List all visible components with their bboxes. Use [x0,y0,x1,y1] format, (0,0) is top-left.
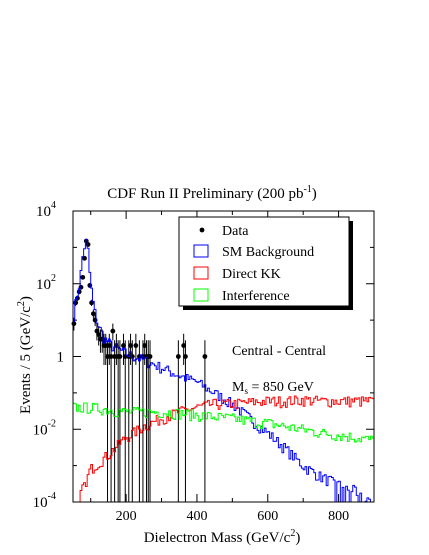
data-point [128,343,133,348]
data-point [105,354,110,359]
data-point [108,354,114,359]
y-tick-label: 102 [36,273,56,293]
axis-ticks: 200 400 600 800 10-4 10-2 1 102 104 [33,200,374,524]
data-point [106,343,112,348]
x-tick-label: 600 [257,509,278,524]
data-point [142,343,148,348]
data-point [71,321,77,327]
data-point [183,354,188,359]
data-point [202,354,208,359]
data-point [73,300,79,306]
data-point [92,317,98,323]
legend-label-interference: Interference [222,289,290,304]
data-point [110,328,116,334]
x-tick-label: 800 [328,509,349,524]
legend-label-data: Data [222,224,249,239]
chart-title-superscript: -1 [303,184,311,195]
data-point [181,343,187,348]
series-sm-background [73,239,374,503]
y-tick-label: 1 [57,350,65,366]
legend-marker-data [199,227,205,233]
data-point [175,354,181,359]
plot-series [71,238,374,503]
data-point [121,343,126,348]
plot-frame [72,210,375,503]
y-axis-label: Events / 5 (GeV/c2) [16,296,34,414]
data-point [80,274,86,280]
data-point [117,354,123,359]
legend: Data SM Background Direct KK Interferenc… [178,216,353,310]
data-point [112,354,118,359]
legend-swatch-sm-background [193,244,209,258]
y-tick-label: 10-2 [33,418,56,438]
legend-box [178,216,350,307]
legend-swatch-direct-kk [193,266,209,280]
data-point [96,332,102,338]
data-point [76,289,82,295]
legend-swatch-interference [193,288,209,302]
data-point [133,343,139,348]
annotation-mass: Ms = 850 GeV [232,380,314,396]
y-tick-label: 104 [36,200,56,220]
data-point [90,311,96,317]
x-tick-label: 200 [116,509,137,524]
series-direct-kk [73,395,374,503]
legend-label-sm-background: SM Background [222,245,314,260]
y-axis-label-superscript: 2 [16,301,27,306]
series-interference [73,402,374,443]
annotation-region: Central - Central [232,344,326,359]
x-axis-label-superscript: 2 [290,528,295,539]
data-point [85,242,91,247]
chart-title: CDF Run II Preliminary (200 pb-1) [107,184,317,202]
x-axis-label: Dielectron Mass (GeV/c2) [144,528,301,546]
y-tick-label: 10-4 [33,491,56,511]
data-point [147,354,153,359]
legend-label-direct-kk: Direct KK [222,267,281,282]
x-tick-label: 400 [186,509,207,524]
data-point [103,343,109,348]
data-point [87,283,93,288]
annotation-mass-subscript: s [244,386,248,396]
